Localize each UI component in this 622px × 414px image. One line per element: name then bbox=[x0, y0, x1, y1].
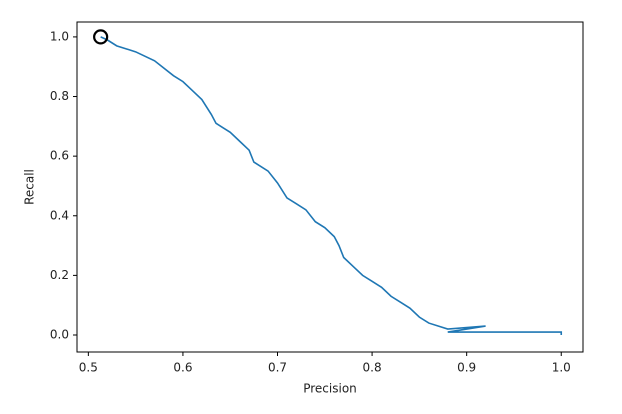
x-axis-label: Precision bbox=[303, 382, 357, 396]
x-tick-label: 0.8 bbox=[363, 361, 382, 375]
y-tick-label: 1.0 bbox=[50, 29, 69, 43]
y-tick-label: 0.8 bbox=[50, 89, 69, 103]
y-tick-label: 0.0 bbox=[50, 328, 69, 342]
y-tick-label: 0.6 bbox=[50, 149, 69, 163]
x-tick-label: 0.5 bbox=[79, 361, 98, 375]
y-tick-label: 0.4 bbox=[50, 208, 69, 222]
x-tick-label: 0.7 bbox=[268, 361, 287, 375]
data-line bbox=[100, 36, 563, 336]
x-tick-label: 1.0 bbox=[552, 361, 571, 375]
x-tick-label: 0.6 bbox=[173, 361, 192, 375]
plot-frame bbox=[76, 21, 584, 353]
y-axis-label: Recall bbox=[23, 169, 37, 205]
highlight-marker bbox=[93, 29, 109, 45]
y-tick-label: 0.2 bbox=[50, 268, 69, 282]
x-tick-label: 0.9 bbox=[457, 361, 476, 375]
